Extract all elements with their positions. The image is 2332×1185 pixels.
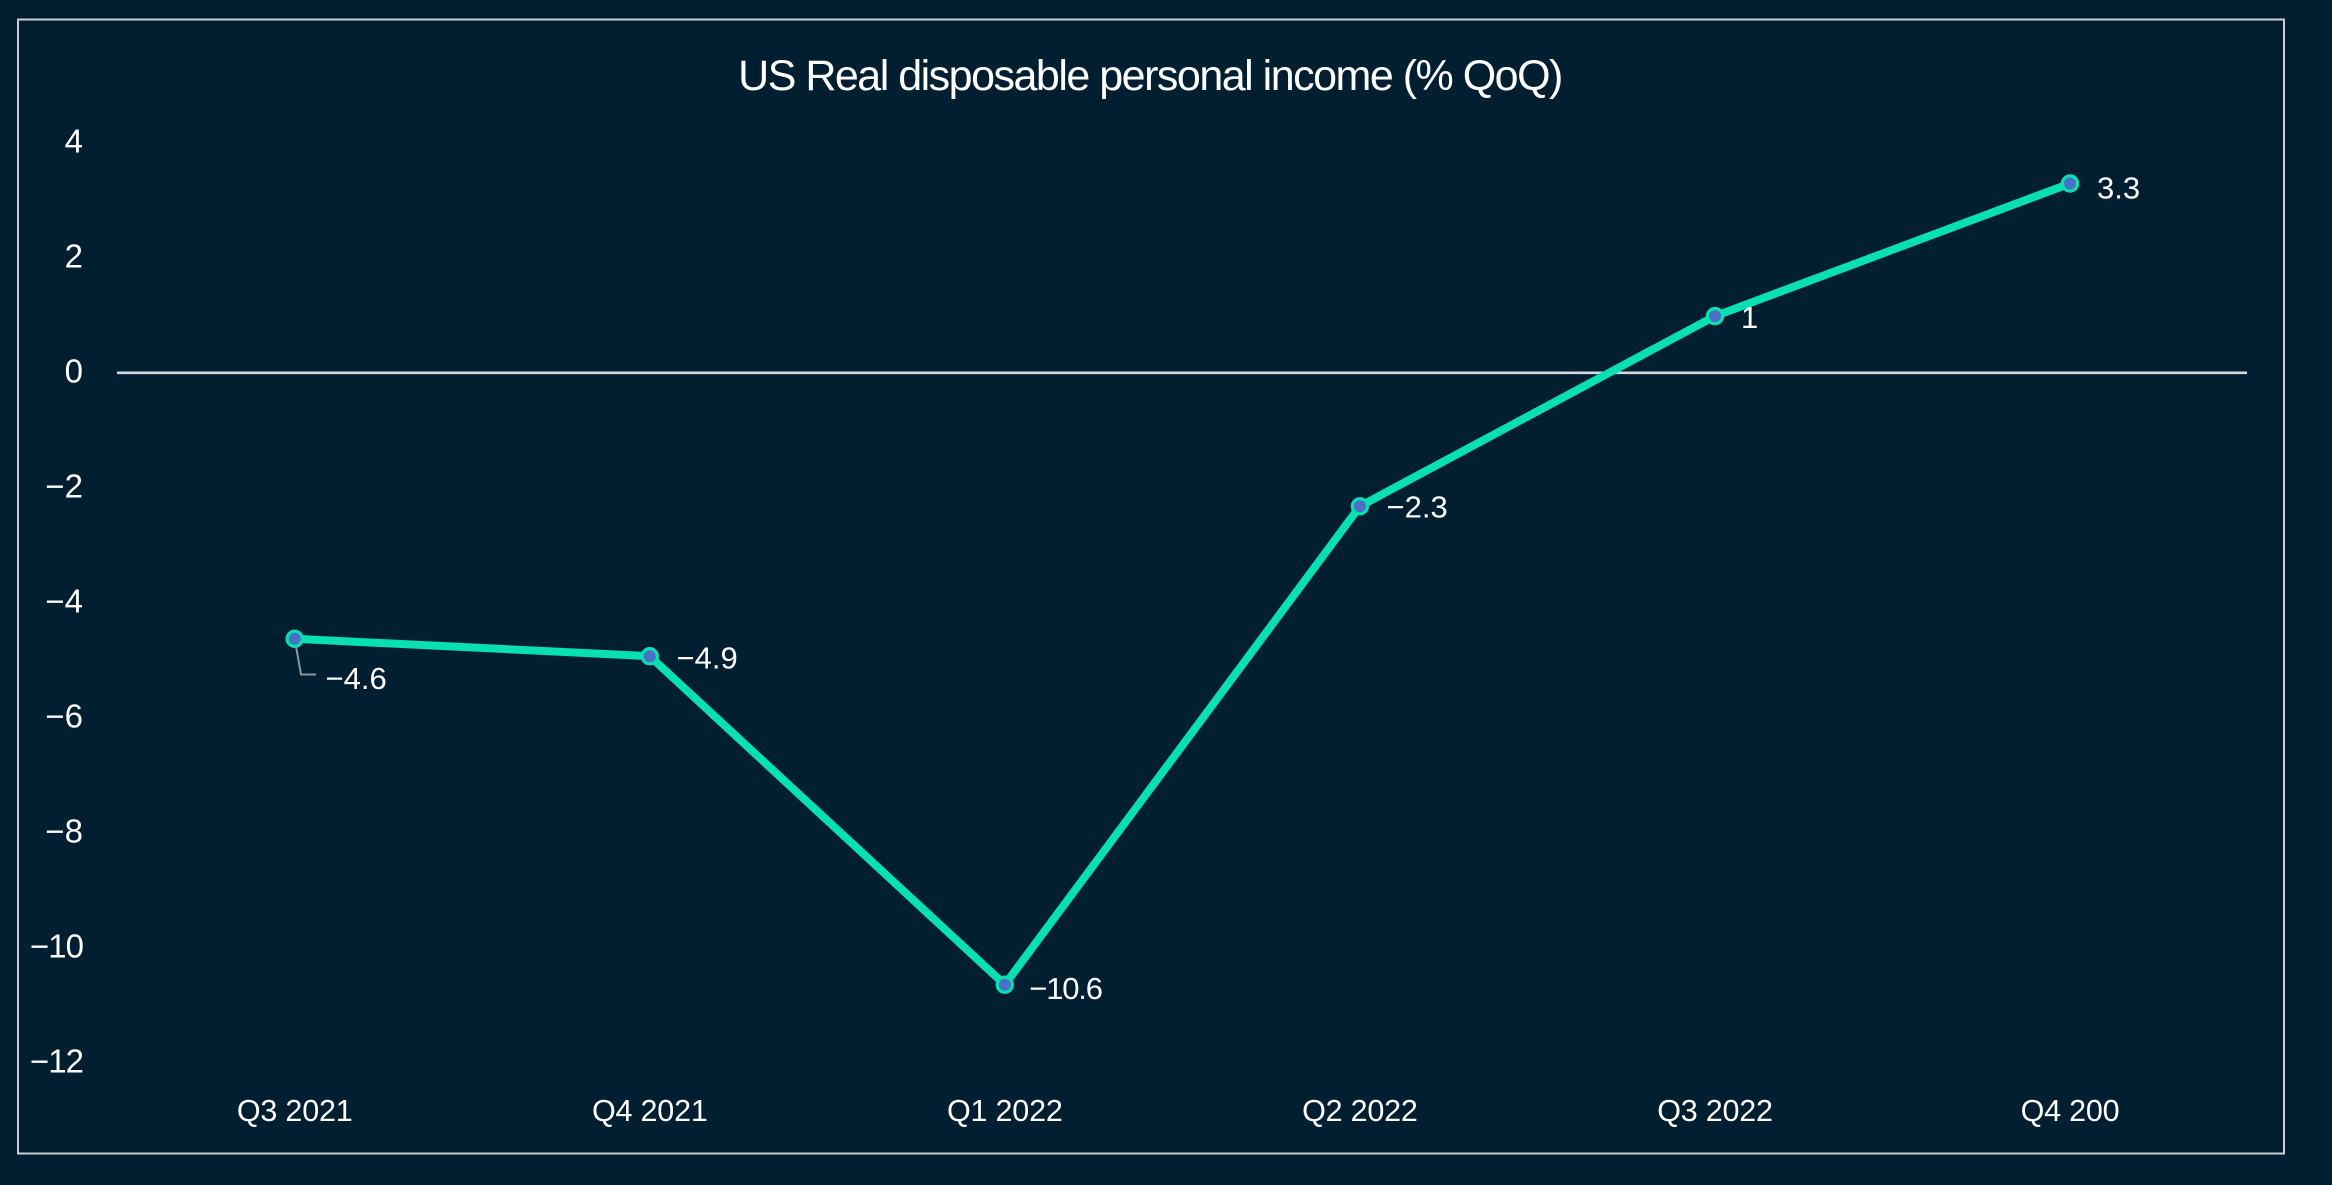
svg-text:−6: −6 bbox=[45, 698, 83, 735]
svg-text:−10: −10 bbox=[30, 928, 84, 965]
svg-text:−10.6: −10.6 bbox=[1029, 971, 1101, 1006]
svg-text:4: 4 bbox=[65, 123, 83, 160]
svg-text:−4: −4 bbox=[45, 583, 83, 620]
svg-text:Q2 2022: Q2 2022 bbox=[1302, 1094, 1418, 1128]
svg-text:0: 0 bbox=[65, 353, 83, 390]
svg-text:1: 1 bbox=[1741, 300, 1758, 335]
svg-text:Q1 2022: Q1 2022 bbox=[947, 1094, 1063, 1128]
svg-text:−4.6: −4.6 bbox=[326, 661, 387, 696]
svg-text:Q3 2021: Q3 2021 bbox=[237, 1094, 353, 1128]
svg-text:US Real disposable personal in: US Real disposable personal income (% Qo… bbox=[738, 52, 1562, 100]
svg-text:Q4 200: Q4 200 bbox=[2021, 1094, 2120, 1128]
svg-text:−12: −12 bbox=[30, 1043, 83, 1080]
svg-text:Q4 2021: Q4 2021 bbox=[592, 1094, 708, 1128]
svg-text:Q3 2022: Q3 2022 bbox=[1657, 1094, 1773, 1128]
svg-text:−2: −2 bbox=[45, 468, 83, 505]
svg-text:−2.3: −2.3 bbox=[1387, 490, 1448, 525]
svg-text:−4.9: −4.9 bbox=[677, 641, 738, 676]
svg-text:−8: −8 bbox=[45, 813, 83, 850]
svg-text:3.3: 3.3 bbox=[2097, 171, 2140, 206]
svg-text:2: 2 bbox=[65, 238, 83, 275]
